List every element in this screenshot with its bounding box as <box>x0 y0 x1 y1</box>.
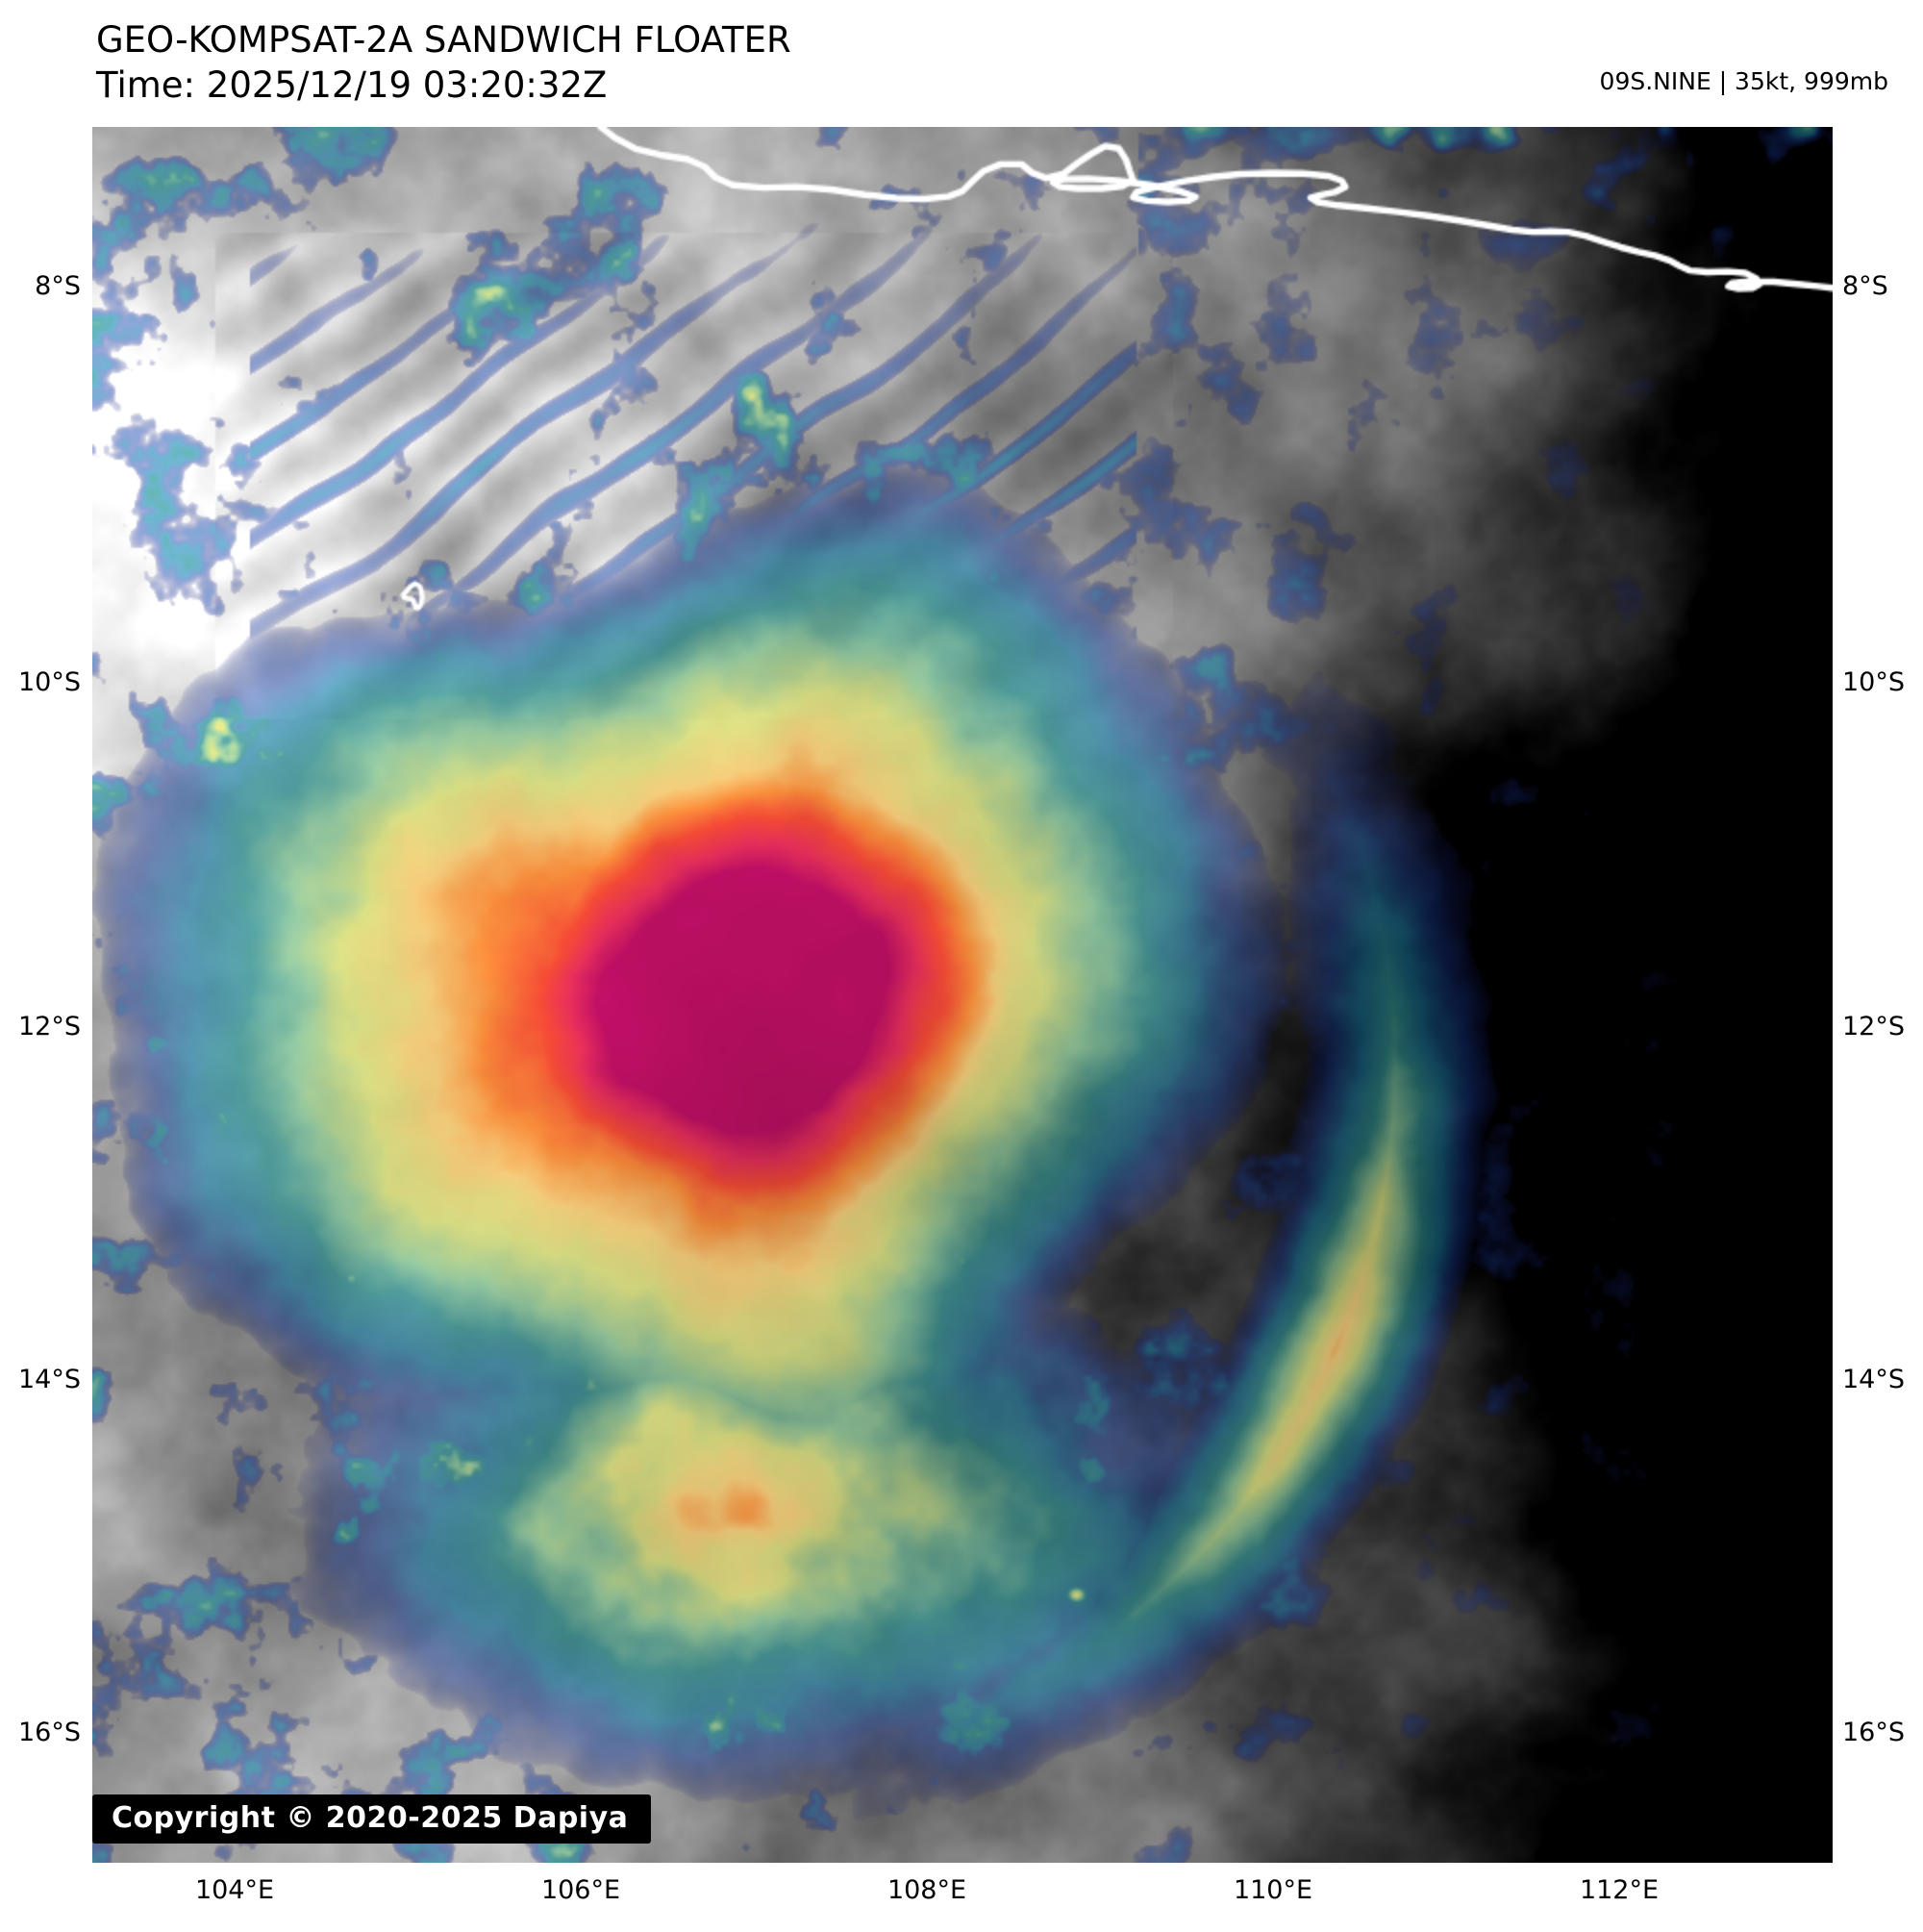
lon-tick-1: 106°E <box>540 1875 621 1905</box>
storm-info-label: 09S.NINE | 35kt, 999mb <box>1599 67 1888 95</box>
timestamp-label: Time: 2025/12/19 03:20:32Z <box>96 64 608 106</box>
page-title: GEO-KOMPSAT-2A SANDWICH FLOATER <box>96 19 791 61</box>
lon-tick-0: 104°E <box>194 1875 275 1905</box>
header: GEO-KOMPSAT-2A SANDWICH FLOATER Time: 20… <box>0 0 1923 127</box>
lat-tick-left-2: 12°S <box>18 1012 81 1041</box>
lat-tick-right-0: 8°S <box>1842 271 1888 301</box>
lat-tick-left-1: 10°S <box>18 667 81 697</box>
lat-tick-right-4: 16°S <box>1842 1718 1905 1747</box>
lat-tick-right-3: 14°S <box>1842 1365 1905 1394</box>
lat-tick-right-2: 12°S <box>1842 1012 1905 1041</box>
satellite-image-frame[interactable]: Copyright © 2020-2025 Dapiya <box>92 127 1833 1863</box>
copyright-overlay: Copyright © 2020-2025 Dapiya <box>92 1794 652 1844</box>
satellite-imagery-canvas[interactable] <box>92 127 1833 1863</box>
lon-tick-2: 108°E <box>887 1875 967 1905</box>
title-block: GEO-KOMPSAT-2A SANDWICH FLOATER Time: 20… <box>96 17 791 108</box>
lon-tick-4: 112°E <box>1579 1875 1660 1905</box>
lat-tick-left-4: 16°S <box>18 1718 81 1747</box>
lon-tick-3: 110°E <box>1233 1875 1313 1905</box>
copyright-text: Copyright © 2020-2025 Dapiya <box>112 1801 629 1835</box>
lat-tick-left-0: 8°S <box>35 271 81 301</box>
lat-tick-left-3: 14°S <box>18 1365 81 1394</box>
lat-tick-right-1: 10°S <box>1842 667 1905 697</box>
